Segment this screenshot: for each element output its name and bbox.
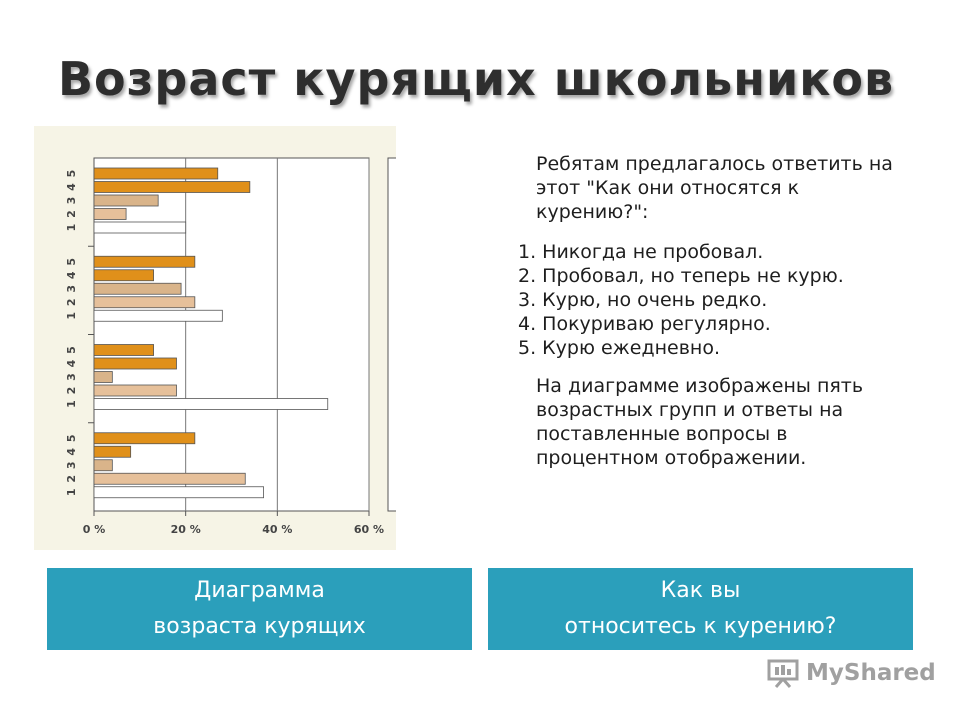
bar (93, 282, 182, 295)
bar (93, 472, 246, 485)
bar (93, 371, 113, 383)
caption-attitude-line1: Как вы (660, 578, 741, 603)
bar-answer-label: 5 (65, 434, 78, 442)
caption-chart-line1: Диаграмма (194, 578, 325, 603)
bar-answer-label: 3 (65, 373, 78, 381)
bar-answer-label: 4 (65, 183, 78, 191)
x-tick-label: 20 % (171, 523, 201, 536)
group-label-box (387, 157, 396, 512)
bar (93, 221, 187, 234)
bar (93, 486, 264, 499)
bar (93, 296, 196, 309)
bar (93, 357, 177, 370)
bar (93, 309, 223, 322)
bar (93, 181, 251, 193)
caption-chart-line2: возраста курящих (153, 614, 366, 639)
x-tick-label: 60 % (354, 523, 384, 536)
answer-item: 5. Курю ежедневно. (518, 337, 721, 359)
caption-attitude-button[interactable]: Как вы относитесь к курению? (488, 568, 913, 650)
description-text: Ребятам предлагалось ответить на этот "К… (518, 152, 898, 470)
bar (93, 344, 154, 356)
answer-item: 2. Пробовал, но теперь не курю. (518, 265, 844, 287)
bar-answer-label: 1 (65, 488, 78, 496)
bar-answer-label: 5 (65, 346, 78, 354)
bar (93, 432, 196, 445)
bar (93, 445, 132, 458)
bar (93, 269, 154, 282)
bar-answer-label: 2 (65, 210, 78, 218)
plot-area (93, 157, 370, 512)
x-tick-label: 0 % (83, 523, 106, 536)
bar-answer-label: 5 (65, 170, 78, 178)
bar-answer-label: 2 (65, 475, 78, 483)
bar-answer-label: 5 (65, 258, 78, 266)
bar (93, 384, 177, 397)
bar-answer-label: 3 (65, 461, 78, 469)
bar-answer-label: 1 (65, 224, 78, 232)
myshared-logo[interactable]: MyShared (766, 655, 936, 691)
x-tick-label: 40 % (262, 523, 292, 536)
bar-answer-label: 1 (65, 312, 78, 320)
bar (93, 208, 127, 220)
bar-answer-label: 4 (65, 448, 78, 456)
bar-answer-label: 4 (65, 271, 78, 279)
bar-chart: 0 %20 %40 %60 %5432112-13 лет5432113-14 … (34, 126, 396, 550)
bar-answer-label: 1 (65, 400, 78, 408)
slide-title: Возраст курящих школьников (58, 52, 895, 106)
outro-paragraph: На диаграмме изображены пять возрастных … (536, 375, 864, 469)
bar (93, 255, 196, 268)
answer-item: 1. Никогда не пробовал. (518, 241, 764, 263)
answer-item: 3. Курю, но очень редко. (518, 289, 768, 311)
logo-text: MyShared (806, 660, 936, 686)
bar (93, 167, 219, 180)
bar-answer-label: 3 (65, 197, 78, 205)
answers-list: 1. Никогда не пробовал. 2. Пробовал, но … (518, 240, 898, 360)
presentation-board-icon (767, 659, 799, 688)
answer-item: 4. Покуриваю регулярно. (518, 313, 771, 335)
bar-answer-label: 3 (65, 285, 78, 293)
caption-attitude-line2: относитесь к курению? (564, 614, 837, 639)
intro-paragraph: Ребятам предлагалось ответить на этот "К… (536, 153, 893, 223)
bar-chart-svg: 0 %20 %40 %60 %5432112-13 лет5432113-14 … (65, 157, 396, 536)
bar-answer-label: 2 (65, 387, 78, 395)
bar (93, 194, 159, 207)
bar (93, 398, 329, 410)
bar-answer-label: 4 (65, 359, 78, 367)
bar-answer-label: 2 (65, 298, 78, 306)
bar (93, 459, 113, 472)
caption-chart-button[interactable]: Диаграмма возраста курящих (47, 568, 472, 650)
